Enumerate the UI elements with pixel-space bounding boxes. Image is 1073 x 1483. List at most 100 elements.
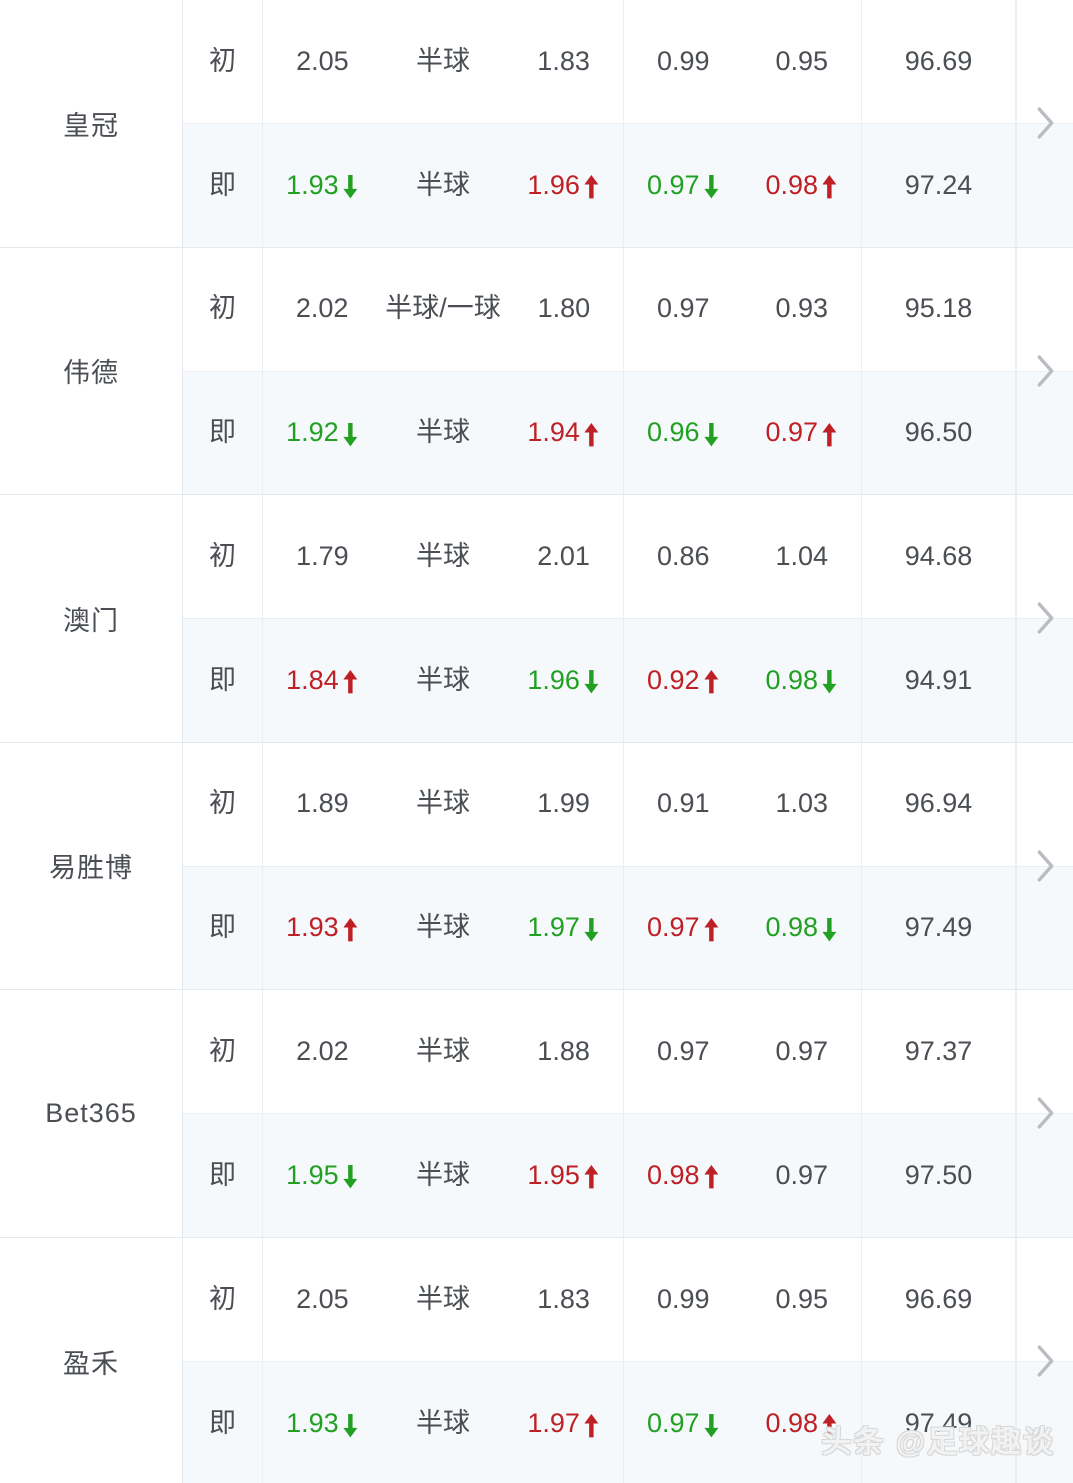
odds-row-initial[interactable]: 初 2.02 半球/一球 1.80 0.97 0.93 95.18 <box>183 247 1073 371</box>
group-expand-button[interactable] <box>1016 990 1073 1237</box>
odds-row-live[interactable]: 即 1.84 半球 1.96 0.92 0.98 94.91 <box>183 618 1073 742</box>
arrow-up-icon <box>342 669 359 694</box>
water-cell[interactable]: 0.97 0.98 <box>624 1362 862 1483</box>
odds-row-live[interactable]: 即 1.95 半球 1.95 0.98 0.97 97.50 <box>183 1113 1073 1237</box>
handicap-cell[interactable]: 1.95 半球 1.95 <box>263 1114 624 1237</box>
handicap-line-value: 半球 <box>415 664 470 695</box>
bookmaker-name[interactable]: Bet365 <box>0 990 183 1237</box>
home-odds: 1.93 <box>286 169 359 203</box>
return-rate: 97.24 <box>862 124 1016 247</box>
chevron-right-icon[interactable] <box>1017 601 1073 635</box>
odds-row-initial[interactable]: 初 1.79 半球 2.01 0.86 1.04 94.68 <box>183 495 1073 619</box>
water-away-value: 0.98 <box>765 912 819 942</box>
handicap-cell[interactable]: 2.05 半球 1.83 <box>263 1237 624 1362</box>
chevron-right-icon[interactable] <box>1017 354 1073 388</box>
home-odds: 1.93 <box>286 911 359 945</box>
water-home: 0.97 <box>657 1035 710 1069</box>
water-home-value: 0.99 <box>656 1283 710 1314</box>
water-away: 0.95 <box>775 1283 828 1317</box>
handicap-cell[interactable]: 1.79 半球 2.01 <box>263 495 624 619</box>
away-odds-value: 1.95 <box>527 1159 580 1190</box>
bookmaker-group: 皇冠初 2.05 半球 1.83 0.99 0.95 96.69 即 1.93 半球 1.96 0.9… <box>0 0 1073 248</box>
group-expand-button[interactable] <box>1016 742 1073 989</box>
handicap-line-value: 半球 <box>415 1407 470 1438</box>
handicap-line: 半球 <box>416 45 470 79</box>
handicap-cell[interactable]: 1.84 半球 1.96 <box>263 619 624 742</box>
row-tag-initial: 初 <box>183 1237 263 1362</box>
row-tag-initial: 初 <box>183 990 263 1114</box>
handicap-cell[interactable]: 1.93 半球 1.97 <box>263 1362 624 1483</box>
return-rate: 96.94 <box>862 742 1016 866</box>
chevron-right-icon[interactable] <box>1017 849 1073 883</box>
arrow-up-icon <box>583 1164 600 1189</box>
handicap-cell[interactable]: 1.93 半球 1.96 <box>263 124 624 247</box>
water-cell[interactable]: 0.99 0.95 <box>624 1237 862 1362</box>
odds-row-initial[interactable]: 初 1.89 半球 1.99 0.91 1.03 96.94 <box>183 742 1073 866</box>
row-tag-initial: 初 <box>183 495 263 619</box>
odds-row-live[interactable]: 即 1.92 半球 1.94 0.96 0.97 96.50 <box>183 370 1073 494</box>
home-odds-value: 1.95 <box>286 1159 339 1190</box>
arrow-up-icon <box>342 917 359 942</box>
bookmaker-name[interactable]: 澳门 <box>0 495 183 742</box>
row-tag-live: 即 <box>183 371 263 494</box>
water-cell[interactable]: 0.97 0.98 <box>624 124 862 247</box>
group-expand-button[interactable] <box>1016 0 1073 247</box>
water-cell[interactable]: 0.99 0.95 <box>624 0 862 124</box>
chevron-right-icon[interactable] <box>1017 1344 1073 1378</box>
handicap-cell[interactable]: 2.02 半球/一球 1.80 <box>263 247 624 371</box>
water-home: 0.91 <box>657 787 710 821</box>
group-expand-button[interactable] <box>1016 495 1073 742</box>
water-home: 0.97 <box>647 1407 720 1441</box>
row-tag-live: 即 <box>183 124 263 247</box>
odds-row-live[interactable]: 即 1.93 半球 1.96 0.97 0.98 97.24 <box>183 123 1073 247</box>
water-cell[interactable]: 0.91 1.03 <box>624 742 862 866</box>
water-home-value: 0.97 <box>646 912 700 942</box>
handicap-cell[interactable]: 2.02 半球 1.88 <box>263 990 624 1114</box>
odds-row-initial[interactable]: 初 2.05 半球 1.83 0.99 0.95 96.69 <box>183 0 1073 124</box>
handicap-line: 半球 <box>416 1407 470 1441</box>
arrow-up-icon <box>583 174 600 199</box>
odds-row-initial[interactable]: 初 2.02 半球 1.88 0.97 0.97 97.37 <box>183 990 1073 1114</box>
return-rate: 97.50 <box>862 1114 1016 1237</box>
arrow-down-icon <box>703 422 720 447</box>
handicap-cell[interactable]: 2.05 半球 1.83 <box>263 0 624 124</box>
water-away-value: 0.97 <box>775 1159 829 1190</box>
water-home: 0.97 <box>657 292 710 326</box>
row-tag-initial: 初 <box>183 742 263 866</box>
water-home-value: 0.97 <box>656 1035 710 1066</box>
water-away: 1.04 <box>775 540 828 574</box>
group-expand-button[interactable] <box>1016 1237 1073 1483</box>
row-tag-initial: 初 <box>183 247 263 371</box>
water-cell[interactable]: 0.97 0.98 <box>624 866 862 989</box>
water-home-value: 0.97 <box>646 169 700 200</box>
bookmaker-name[interactable]: 盈禾 <box>0 1237 183 1483</box>
bookmaker-name[interactable]: 皇冠 <box>0 0 183 247</box>
odds-row-initial[interactable]: 初 2.05 半球 1.83 0.99 0.95 96.69 <box>183 1237 1073 1362</box>
bookmaker-name[interactable]: 易胜博 <box>0 742 183 989</box>
water-away: 0.97 <box>765 416 838 450</box>
chevron-right-icon[interactable] <box>1017 106 1073 140</box>
water-cell[interactable]: 0.92 0.98 <box>624 619 862 742</box>
bookmaker-name[interactable]: 伟德 <box>0 247 183 494</box>
bookmaker-group: Bet365 初 2.02 半球 1.88 0.97 0.97 97.37 即 1.95 半球 1.9… <box>0 990 1073 1238</box>
away-odds: 1.96 <box>527 169 600 203</box>
group-expand-button[interactable] <box>1016 247 1073 494</box>
odds-row-live[interactable]: 即 1.93 半球 1.97 0.97 0.98 97.49 <box>183 1361 1073 1483</box>
away-odds: 1.97 <box>527 911 600 945</box>
home-odds: 2.02 <box>296 1035 349 1069</box>
water-cell[interactable]: 0.98 0.97 <box>624 1114 862 1237</box>
handicap-cell[interactable]: 1.93 半球 1.97 <box>263 866 624 989</box>
handicap-line: 半球 <box>416 540 470 574</box>
odds-row-live[interactable]: 即 1.93 半球 1.97 0.97 0.98 97.49 <box>183 865 1073 989</box>
home-odds: 1.84 <box>286 664 359 698</box>
away-odds: 1.97 <box>527 1407 600 1441</box>
water-cell[interactable]: 0.96 0.97 <box>624 371 862 494</box>
away-odds-value: 1.83 <box>537 45 590 76</box>
water-cell[interactable]: 0.86 1.04 <box>624 495 862 619</box>
chevron-right-icon[interactable] <box>1017 1096 1073 1130</box>
handicap-cell[interactable]: 1.92 半球 1.94 <box>263 371 624 494</box>
handicap-cell[interactable]: 1.89 半球 1.99 <box>263 742 624 866</box>
water-cell[interactable]: 0.97 0.93 <box>624 247 862 371</box>
water-cell[interactable]: 0.97 0.97 <box>624 990 862 1114</box>
